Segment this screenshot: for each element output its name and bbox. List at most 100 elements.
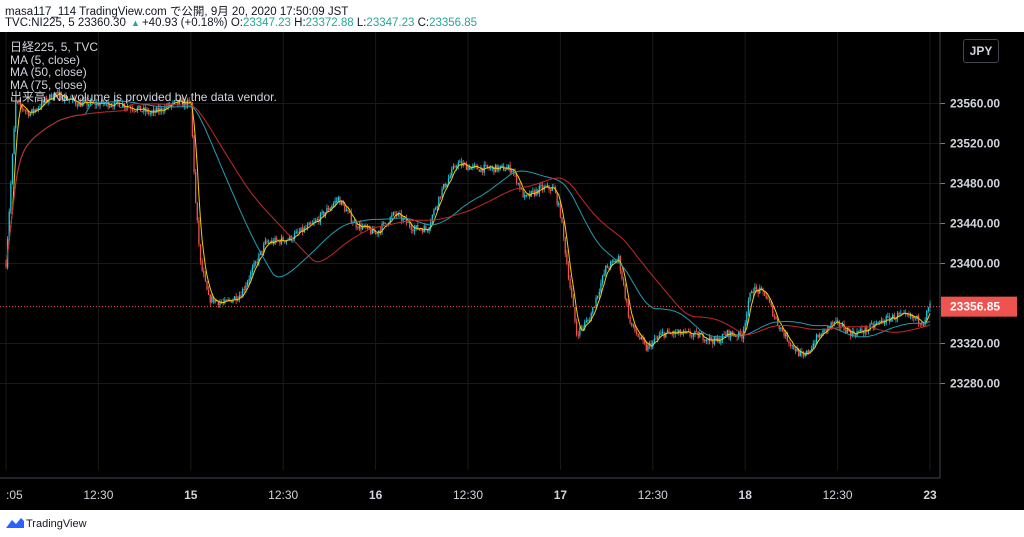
candle-body: [386, 223, 388, 226]
x-axis-label: 18: [739, 488, 753, 502]
candle-body: [522, 188, 524, 198]
candle-body: [921, 323, 923, 325]
candle-body: [358, 223, 361, 229]
candle-body: [691, 335, 693, 337]
candle-body: [329, 208, 331, 211]
candle-body: [276, 237, 278, 241]
candle-body: [104, 103, 106, 105]
chart-area[interactable]: 23560.00 23520.00 23480.00 23440.00 23400.00…: [0, 32, 1024, 510]
candle-body: [681, 333, 683, 335]
candle-body: [154, 109, 156, 113]
candle-body: [107, 101, 109, 108]
candle-body: [486, 164, 489, 168]
y-axis-label: 23520.00: [950, 137, 1000, 151]
candle-body: [922, 324, 925, 326]
candle-body: [34, 109, 36, 113]
candle-body: [546, 185, 549, 187]
candle-body: [684, 330, 686, 332]
candle-body: [496, 164, 498, 171]
candle-body: [613, 260, 615, 262]
candle-body: [183, 101, 185, 107]
candle-body: [671, 333, 673, 335]
candle-body: [405, 217, 408, 223]
candle-body: [263, 244, 265, 253]
candle-body: [37, 108, 40, 110]
candle-body: [621, 270, 623, 279]
legend-ma75[interactable]: MA (75, close): [10, 77, 87, 92]
candle-body: [193, 135, 195, 173]
candle-body: [870, 323, 873, 325]
candle-body: [319, 213, 322, 223]
candle-body: [23, 108, 25, 111]
currency-button[interactable]: JPY: [963, 39, 999, 63]
candle-body: [149, 113, 151, 115]
candle-body: [431, 214, 433, 223]
candle-body: [374, 232, 377, 234]
candle-body: [402, 218, 404, 221]
candle-body: [806, 350, 808, 355]
candle-body: [243, 289, 245, 291]
legend-ma5[interactable]: MA (5, close): [10, 52, 81, 67]
candle-body: [75, 100, 77, 105]
candle-body: [185, 101, 187, 107]
candle-body: [736, 335, 738, 338]
candle-body: [344, 204, 346, 212]
candle-body: [582, 327, 584, 329]
candle-body: [499, 165, 502, 168]
candle-body: [587, 320, 589, 322]
candle-body: [394, 212, 396, 214]
candle-body: [704, 340, 706, 342]
candle-body: [29, 113, 31, 116]
candle-body: [605, 265, 607, 274]
y-axis-label: 23280.00: [950, 377, 1000, 391]
x-axis-label: :05: [6, 488, 23, 502]
candle-body: [845, 330, 847, 333]
candle-body: [434, 208, 437, 210]
candle-body: [747, 300, 750, 313]
candle-body: [485, 164, 487, 166]
candle-body: [822, 330, 824, 336]
candle-body: [410, 226, 412, 230]
candle-body: [11, 154, 14, 184]
candle-body: [862, 332, 865, 334]
symbol-name: TVC:NI225, 5: [5, 17, 75, 29]
candle-body: [851, 331, 853, 337]
candle-body: [99, 103, 101, 106]
candle-body: [501, 165, 503, 167]
legend-title[interactable]: 日経225, 5, TVC: [10, 40, 99, 54]
candle-body: [66, 99, 69, 101]
candle-body: [655, 338, 657, 340]
candle-body: [713, 336, 716, 344]
candle-body: [297, 231, 299, 233]
candle-body: [125, 107, 127, 109]
candle-body: [729, 331, 732, 338]
tradingview-logo-icon[interactable]: [6, 517, 24, 529]
candle-body: [102, 99, 104, 104]
candle-body: [256, 261, 258, 263]
candle-body: [785, 332, 787, 337]
candle-body: [720, 340, 722, 343]
candle-body: [849, 331, 852, 337]
candle-body: [45, 97, 48, 103]
candle-body: [253, 263, 255, 268]
candle-body: [384, 222, 386, 224]
candle-body: [752, 291, 754, 294]
candle-body: [188, 99, 190, 102]
legend-ma50[interactable]: MA (50, close): [10, 65, 87, 79]
candle-body: [84, 99, 87, 101]
candle-body: [614, 260, 617, 263]
candle-body: [918, 315, 920, 324]
candle-body: [167, 103, 169, 108]
candle-body: [371, 227, 374, 234]
candle-body: [78, 101, 80, 107]
price-chart[interactable]: 23560.00 23520.00 23480.00 23440.00 23400.00…: [0, 32, 1024, 510]
candle-body: [152, 109, 155, 113]
candle-body: [112, 105, 114, 107]
candle-body: [678, 329, 680, 333]
candle-body: [334, 200, 336, 204]
candle-body: [511, 170, 513, 173]
candle-body: [220, 302, 223, 304]
up-arrow-icon: ▲: [131, 18, 140, 28]
candle-body: [224, 299, 226, 303]
tradingview-brand[interactable]: TradingView: [26, 518, 87, 530]
